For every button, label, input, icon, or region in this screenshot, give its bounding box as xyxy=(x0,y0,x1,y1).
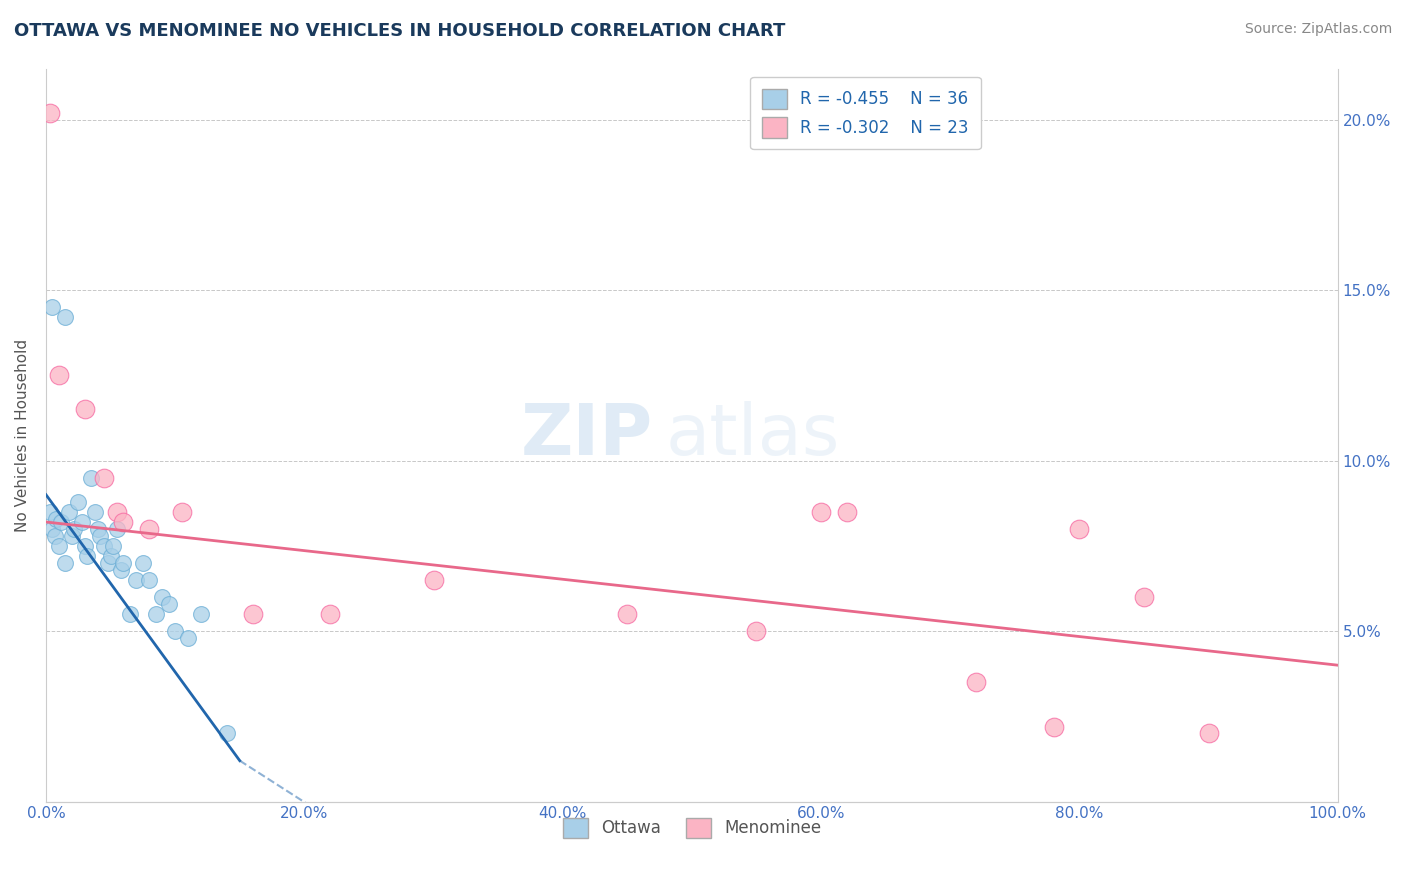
Point xyxy=(58,505,80,519)
Point xyxy=(93,539,115,553)
Point xyxy=(177,631,200,645)
Point xyxy=(76,549,98,563)
Point xyxy=(93,471,115,485)
Point xyxy=(73,539,96,553)
Point xyxy=(73,402,96,417)
Point xyxy=(745,624,768,639)
Point xyxy=(89,528,111,542)
Point xyxy=(44,528,66,542)
Point xyxy=(63,522,86,536)
Text: ZIP: ZIP xyxy=(520,401,654,469)
Text: Source: ZipAtlas.com: Source: ZipAtlas.com xyxy=(1244,22,1392,37)
Point xyxy=(112,556,135,570)
Legend: Ottawa, Menominee: Ottawa, Menominee xyxy=(555,811,828,845)
Point xyxy=(215,726,238,740)
Point xyxy=(53,310,76,325)
Point xyxy=(118,607,141,621)
Point xyxy=(112,515,135,529)
Text: OTTAWA VS MENOMINEE NO VEHICLES IN HOUSEHOLD CORRELATION CHART: OTTAWA VS MENOMINEE NO VEHICLES IN HOUSE… xyxy=(14,22,786,40)
Point xyxy=(242,607,264,621)
Point xyxy=(100,549,122,563)
Point xyxy=(1042,720,1064,734)
Point xyxy=(41,522,63,536)
Point xyxy=(422,573,444,587)
Point xyxy=(70,515,93,529)
Point xyxy=(84,505,107,519)
Point xyxy=(1133,590,1156,604)
Point xyxy=(60,528,83,542)
Point xyxy=(105,522,128,536)
Point xyxy=(51,515,73,529)
Point xyxy=(53,556,76,570)
Point xyxy=(157,597,180,611)
Point xyxy=(170,505,193,519)
Point xyxy=(80,471,103,485)
Point xyxy=(138,573,160,587)
Point xyxy=(319,607,342,621)
Point xyxy=(41,300,63,314)
Point xyxy=(965,675,987,690)
Point xyxy=(110,563,132,577)
Point xyxy=(38,505,60,519)
Point xyxy=(145,607,167,621)
Point xyxy=(138,522,160,536)
Point xyxy=(67,494,90,508)
Point xyxy=(810,505,832,519)
Point xyxy=(48,368,70,383)
Point xyxy=(105,505,128,519)
Point xyxy=(165,624,187,639)
Point xyxy=(86,522,108,536)
Point xyxy=(190,607,212,621)
Point xyxy=(45,511,67,525)
Point xyxy=(1198,726,1220,740)
Point xyxy=(835,505,858,519)
Y-axis label: No Vehicles in Household: No Vehicles in Household xyxy=(15,338,30,532)
Point xyxy=(38,106,60,120)
Point xyxy=(125,573,148,587)
Point xyxy=(1069,522,1091,536)
Text: atlas: atlas xyxy=(666,401,841,469)
Point xyxy=(132,556,155,570)
Point xyxy=(616,607,638,621)
Point xyxy=(48,539,70,553)
Point xyxy=(101,539,124,553)
Point xyxy=(150,590,173,604)
Point xyxy=(97,556,120,570)
